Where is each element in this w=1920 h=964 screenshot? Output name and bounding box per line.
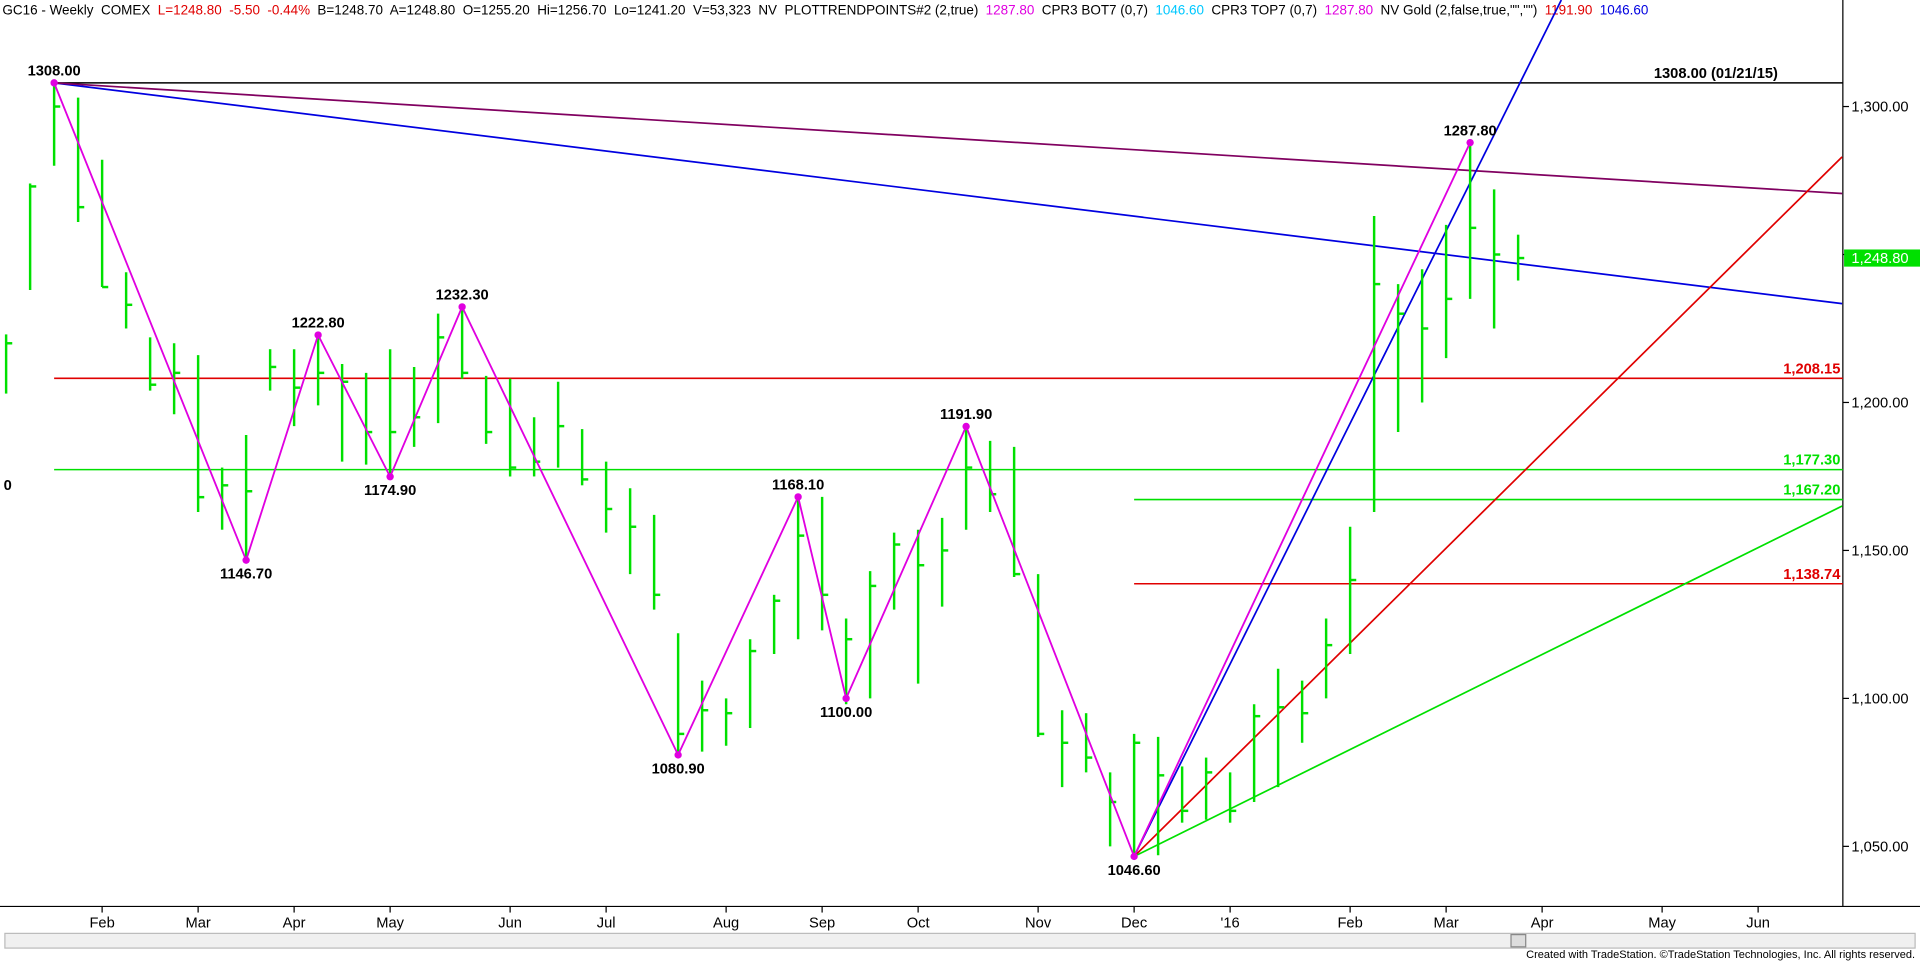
pivot-label: 1308.00 [28, 64, 81, 80]
header-item: 1046.60 [1155, 3, 1204, 18]
footer: Created with TradeStation. ©TradeStation… [1526, 949, 1915, 961]
y-tick-label: 1,150.00 [1851, 543, 1908, 559]
pivot-label: 1222.80 [292, 316, 345, 332]
x-tick-label: Oct [907, 915, 930, 931]
x-tick-label: Apr [1531, 915, 1554, 931]
level-label: 1,208.15 [1783, 361, 1840, 377]
x-tick-label: Feb [89, 915, 114, 931]
pivot-label: 1287.80 [1444, 123, 1497, 139]
pivot-dot [458, 303, 466, 311]
pivot-dot [794, 493, 802, 501]
header-item: 1287.80 [986, 3, 1035, 18]
pivot-dot [1466, 138, 1474, 147]
level-label: 1,177.30 [1783, 453, 1840, 469]
x-tick-label: May [376, 915, 404, 931]
level-label: 1,167.20 [1783, 483, 1840, 499]
trendline [54, 82, 1843, 195]
x-tick-label: Jun [1746, 915, 1770, 931]
y-tick-label: 1,100.00 [1851, 691, 1908, 707]
pivot-dot [314, 331, 322, 339]
pivot-dot [962, 422, 970, 431]
scroll-thumb[interactable] [1510, 933, 1527, 948]
pivot-label: 1080.90 [652, 761, 705, 777]
trendline [1133, 156, 1843, 858]
trendline [1133, 0, 1563, 857]
header-item: 1046.60 [1600, 3, 1649, 18]
trendline [54, 82, 1843, 305]
pivot-label: 1046.60 [1108, 863, 1161, 879]
x-tick-label: Mar [185, 915, 210, 931]
header-item: CPR3 BOT7 (0,7) [1042, 3, 1148, 18]
y-tick-label: 1,200.00 [1851, 395, 1908, 411]
pivot-dot [386, 473, 394, 481]
pivot-label: 1232.30 [436, 288, 489, 304]
pivot-label: 1100.00 [820, 705, 872, 721]
pivot-dot [1130, 852, 1138, 861]
y-tick-label: 1,050.00 [1851, 839, 1908, 855]
last-price-box [1844, 249, 1920, 267]
pivot-label: 1146.70 [220, 567, 272, 583]
header-item: 1287.80 [1324, 3, 1373, 18]
pivot-label: 1168.10 [772, 478, 824, 494]
x-tick-label: Apr [283, 915, 306, 931]
x-tick-label: Feb [1337, 915, 1362, 931]
pivot-dot [50, 79, 58, 87]
x-tick-label: Jul [597, 915, 616, 931]
x-tick-label: Mar [1433, 915, 1458, 931]
x-tick-label: Sep [809, 915, 835, 931]
pivot-label: 1191.90 [940, 407, 992, 423]
x-tick-label: May [1648, 915, 1676, 931]
scrollbar[interactable] [4, 932, 1916, 949]
x-tick-label: '16 [1221, 915, 1240, 931]
pivot-dot [674, 751, 682, 759]
level-label: 1,138.74 [1783, 567, 1841, 583]
edge-label: 0 [4, 478, 12, 494]
header-item: NV Gold (2,false,true,"","") [1381, 3, 1538, 18]
header-item: 1191.90 [1545, 3, 1593, 18]
last-price-label: 1,248.80 [1851, 251, 1908, 267]
y-tick-label: 1,300.00 [1851, 99, 1908, 115]
x-tick-label: Nov [1025, 915, 1052, 931]
x-tick-label: Dec [1121, 915, 1147, 931]
header-item: L=1248.80 -5.50 -0.44% [158, 3, 310, 18]
header-item: CPR3 TOP7 (0,7) [1211, 3, 1317, 18]
pivot-dot [842, 694, 850, 703]
pivot-dot [242, 556, 250, 564]
header: GC16 - Weekly COMEX L=1248.80 -5.50 -0.44… [2, 3, 1648, 18]
pivot-label: 1174.90 [364, 483, 416, 499]
header-item: GC16 - Weekly COMEX [2, 3, 150, 18]
trendline [1133, 505, 1843, 858]
header-item: NV PLOTTRENDPOINTS#2 (2,true) [758, 3, 978, 18]
x-tick-label: Jun [498, 915, 522, 931]
level-label: 1308.00 (01/21/15) [1654, 66, 1778, 82]
header-item: B=1248.70 A=1248.80 O=1255.20 Hi=1256.70… [317, 3, 751, 18]
x-tick-label: Aug [713, 915, 739, 931]
